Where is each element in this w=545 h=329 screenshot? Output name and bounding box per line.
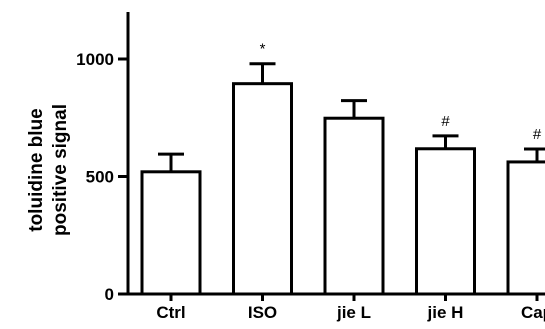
x-tick-label: Cap bbox=[521, 303, 545, 322]
x-tick-label: ISO bbox=[248, 303, 277, 322]
significance-mark: * bbox=[260, 41, 266, 58]
error-bar bbox=[249, 62, 276, 84]
bar-cap bbox=[506, 160, 545, 296]
bar-iso bbox=[232, 82, 293, 296]
error-bars-group bbox=[158, 62, 545, 172]
y-tick-label: 1000 bbox=[76, 50, 114, 69]
error-bar bbox=[432, 134, 459, 149]
y-tick-label: 500 bbox=[86, 168, 114, 187]
bar-jie-l bbox=[323, 116, 385, 296]
error-bar bbox=[341, 99, 367, 119]
x-tick-label: Ctrl bbox=[156, 303, 185, 322]
y-axis-title-line-2: positive signal bbox=[50, 104, 71, 236]
bar-ctrl bbox=[140, 170, 202, 296]
bars-group bbox=[140, 82, 545, 296]
x-tick-label: jie L bbox=[336, 303, 371, 322]
x-axis: Ctrl ISO jie L jie H Cap bbox=[126, 292, 545, 322]
y-axis-title-line-1: toluidine blue bbox=[26, 108, 47, 232]
y-axis: 0 500 1000 bbox=[76, 12, 130, 304]
error-bar bbox=[158, 152, 184, 172]
significance-mark: # bbox=[441, 113, 450, 130]
error-bar bbox=[524, 147, 545, 162]
significance-mark: # bbox=[533, 126, 542, 143]
bar-jie-h bbox=[415, 147, 476, 296]
annotations-group: * # # bbox=[260, 41, 542, 143]
y-tick-label: 0 bbox=[105, 285, 114, 304]
y-axis-title: toluidine blue positive signal bbox=[26, 104, 71, 236]
x-tick-label: jie H bbox=[427, 303, 464, 322]
